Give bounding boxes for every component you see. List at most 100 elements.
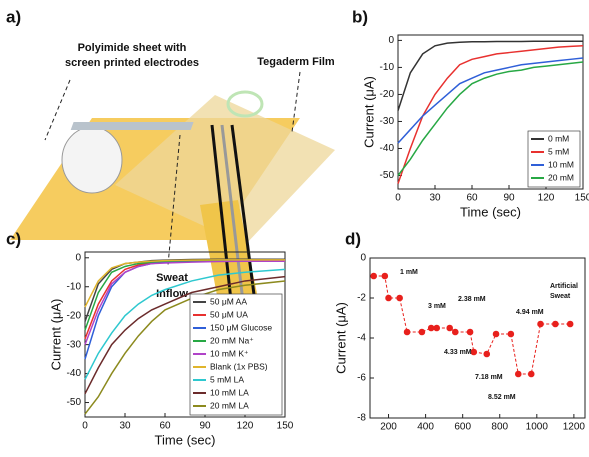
annotation: 1 mM (400, 269, 418, 276)
annotation: 3 mM (428, 303, 446, 310)
legend-label: 5 mM LA (210, 374, 244, 384)
legend-label: 10 mM K⁺ (210, 348, 249, 358)
point (370, 272, 378, 280)
x-tick-label: 120 (237, 421, 254, 432)
annotation: 4.94 mM (516, 309, 544, 316)
point (466, 328, 474, 336)
annotation: 7.18 mM (475, 374, 503, 381)
y-axis-label: Current (μA) (361, 76, 376, 148)
diagram: a) Polyimide sheet with screen printed e… (6, 7, 335, 322)
x-tick-label: 1000 (526, 422, 549, 433)
x-tick-label: 800 (491, 422, 508, 433)
y-tick-label: 0 (388, 35, 394, 46)
line (84, 259, 285, 308)
y-tick-label: -8 (357, 413, 366, 424)
legend-label: 150 μM Glucose (210, 322, 272, 332)
x-tick-label: 60 (159, 421, 171, 432)
point (527, 370, 535, 378)
x-tick-label: 30 (119, 421, 131, 432)
point (470, 348, 478, 356)
y-tick-label: -6 (357, 373, 366, 384)
y-tick-label: -40 (380, 143, 395, 154)
legend-label: 10 mM (548, 159, 574, 169)
y-tick-label: -2 (357, 293, 366, 304)
y-tick-label: -20 (380, 89, 395, 100)
legend-label: 50 μM AA (210, 296, 247, 306)
x-tick-label: 200 (380, 422, 397, 433)
panel-label: d) (345, 229, 361, 248)
pointer (291, 71, 301, 133)
point (403, 328, 411, 336)
annotation: 8.52 mM (488, 394, 516, 401)
point (451, 328, 459, 336)
legend-label: 20 mM LA (210, 400, 249, 410)
y-axis-label: Current (μA) (48, 299, 63, 371)
x-tick-label: 400 (417, 422, 434, 433)
electrode-line (210, 124, 234, 311)
electrode-pad (61, 126, 123, 194)
x-tick-label: 150 (575, 193, 589, 204)
y-tick-label: 0 (360, 253, 366, 264)
panel-label: a) (6, 7, 21, 26)
y-tick-label: -30 (67, 339, 82, 350)
x-axis-label: Time (sec) (460, 204, 521, 219)
line (397, 57, 584, 144)
plot-frame (84, 251, 286, 418)
point (418, 328, 426, 336)
legend-label: 0 mM (548, 133, 569, 143)
x-tick-label: 600 (454, 422, 471, 433)
y-tick-label: -10 (380, 62, 395, 73)
diagram-label: Sweat (156, 272, 188, 284)
x-tick-label: 60 (466, 193, 478, 204)
y-tick-label: -30 (380, 116, 395, 127)
point (537, 320, 544, 328)
line (84, 275, 286, 395)
annotation: 4.33 mM (444, 349, 472, 356)
y-tick-label: -20 (67, 310, 82, 321)
line (397, 61, 584, 176)
x-axis-label: Time (sec) (155, 432, 216, 447)
line (84, 259, 285, 331)
panel-label: b) (352, 7, 368, 26)
x-tick-label: 1200 (563, 422, 586, 433)
point (433, 324, 441, 332)
diagram-label: Tegaderm Film (257, 56, 335, 68)
point (396, 294, 403, 302)
tegaderm-film (115, 95, 335, 245)
x-tick-label: 150 (277, 421, 294, 432)
line (84, 268, 286, 380)
plot-frame (397, 34, 584, 190)
diagram-label: screen printed electrodes (65, 57, 199, 69)
line (397, 40, 583, 111)
point (552, 320, 559, 328)
point (483, 350, 491, 358)
legend-label: 50 μM UA (210, 309, 248, 319)
point (514, 370, 522, 378)
annotation: Sweat (550, 293, 571, 300)
diagram-label: Inflow (156, 288, 188, 300)
legend-label: Blank (1x PBS) (210, 361, 268, 371)
annotation: Artificial (550, 283, 578, 290)
y-tick-label: 0 (75, 252, 81, 263)
line (84, 260, 285, 345)
legend-label: 10 mM LA (210, 387, 249, 397)
point (385, 294, 392, 302)
channel (70, 122, 194, 130)
panel-label: c) (6, 229, 21, 248)
x-tick-label: 30 (429, 193, 441, 204)
point (427, 324, 435, 332)
y-tick-label: -4 (357, 333, 366, 344)
annotation: 2.38 mM (458, 296, 486, 303)
pointer (44, 79, 71, 141)
y-tick-label: -40 (67, 368, 82, 379)
electrode-line (220, 124, 246, 311)
point (446, 324, 453, 332)
electrode-line (230, 124, 258, 311)
legend-label: 20 mM Na⁺ (210, 335, 254, 345)
y-axis-label: Current (μA) (333, 302, 348, 374)
x-tick-label: 120 (538, 193, 555, 204)
point (507, 330, 515, 338)
x-tick-label: 90 (503, 193, 515, 204)
line (397, 45, 584, 184)
